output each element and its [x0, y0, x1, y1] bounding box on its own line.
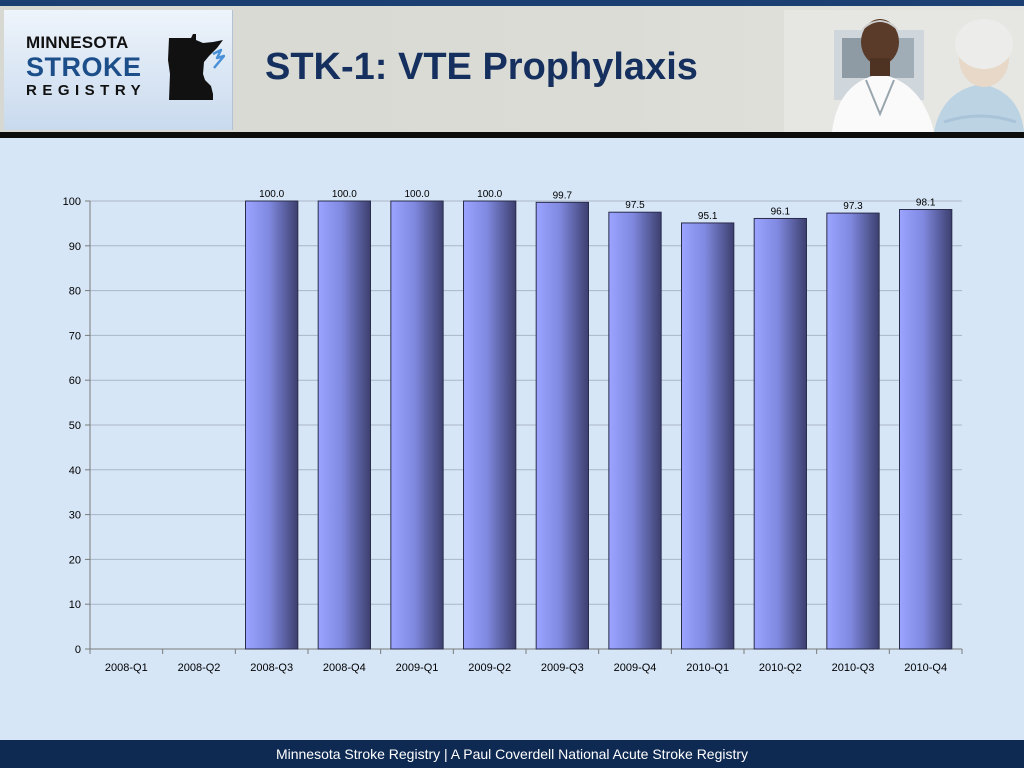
- bar: [899, 209, 953, 650]
- x-tick-label: 2008-Q3: [250, 662, 293, 674]
- top-accent-stripe: [0, 0, 1024, 6]
- data-label: 100.0: [404, 189, 429, 200]
- footer-text: Minnesota Stroke Registry | A Paul Cover…: [275, 746, 749, 762]
- x-tick-label: 2010-Q1: [686, 662, 729, 674]
- data-label: 96.1: [771, 206, 791, 217]
- data-label: 95.1: [698, 211, 718, 222]
- data-label: 99.7: [553, 190, 573, 201]
- data-label: 100.0: [477, 189, 502, 200]
- x-tick-label: 2008-Q1: [105, 662, 148, 674]
- bar: [245, 200, 299, 650]
- x-tick-label: 2009-Q4: [614, 662, 657, 674]
- x-tick-label: 2010-Q3: [832, 662, 875, 674]
- bar: [753, 217, 807, 650]
- bar: [826, 212, 880, 650]
- x-tick-label: 2009-Q1: [396, 662, 439, 674]
- data-label: 100.0: [259, 189, 284, 200]
- bar: [608, 211, 662, 650]
- y-tick-label: 100: [63, 196, 81, 208]
- y-tick-label: 30: [69, 510, 81, 522]
- bar: [681, 222, 735, 650]
- data-label: 100.0: [332, 189, 357, 200]
- logo-text-stroke: STROKE: [26, 52, 142, 82]
- y-tick-label: 90: [69, 241, 81, 253]
- data-label: 97.3: [843, 201, 863, 212]
- y-tick-label: 80: [69, 286, 81, 298]
- bar: [535, 201, 589, 650]
- y-tick-label: 10: [69, 599, 81, 611]
- x-tick-label: 2009-Q3: [541, 662, 584, 674]
- x-tick-label: 2008-Q2: [178, 662, 221, 674]
- bar-chart: 0 10 20 30 40 50 60 70 80 90 100 2008-Q1 2008-Q2 2008…: [63, 189, 963, 674]
- registry-logo: MINNESOTA STROKE REGISTRY: [4, 10, 233, 130]
- slide-footer: Minnesota Stroke Registry | A Paul Cover…: [0, 740, 1024, 768]
- logo-text-minnesota: MINNESOTA: [26, 33, 129, 52]
- y-tick-label: 0: [75, 644, 81, 656]
- x-tick-label: 2010-Q4: [904, 662, 947, 674]
- bar: [317, 200, 371, 650]
- y-tick-label: 20: [69, 554, 81, 566]
- header-divider: [0, 132, 1024, 138]
- y-tick-label: 70: [69, 330, 81, 342]
- minnesota-state-icon: [168, 34, 225, 100]
- doctor-and-patient-photo: [784, 10, 1024, 132]
- y-tick-label: 50: [69, 420, 81, 432]
- data-label: 98.1: [916, 198, 936, 209]
- x-tick-label: 2010-Q2: [759, 662, 802, 674]
- data-label: 97.5: [625, 200, 645, 211]
- bar: [463, 200, 517, 650]
- x-tick-label: 2008-Q4: [323, 662, 366, 674]
- bar: [390, 200, 444, 650]
- x-tick-label: 2009-Q2: [468, 662, 511, 674]
- slide-title: STK-1: VTE Prophylaxis: [265, 46, 698, 88]
- logo-text-registry: REGISTRY: [26, 82, 147, 99]
- chart-area: 0 10 20 30 40 50 60 70 80 90 100 2008-Q1 2008-Q2 2008…: [0, 138, 1024, 740]
- y-tick-label: 40: [69, 465, 81, 477]
- y-tick-label: 60: [69, 375, 81, 387]
